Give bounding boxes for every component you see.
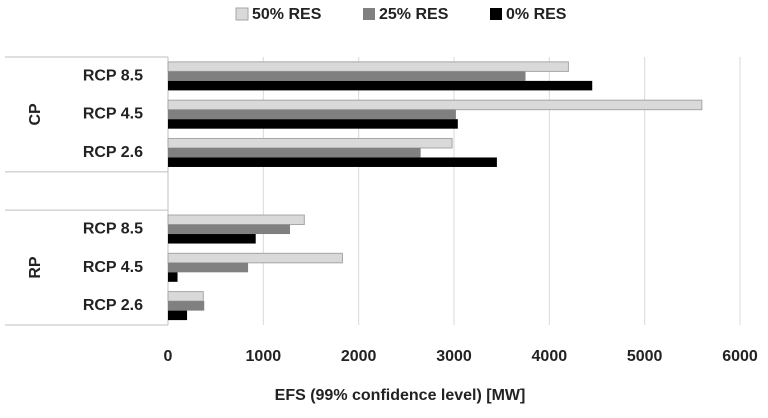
bar (168, 234, 256, 244)
legend-label: 25% RES (379, 6, 449, 23)
x-tick-label: 1000 (246, 348, 282, 365)
x-tick-label: 4000 (532, 348, 568, 365)
legend-swatch (490, 8, 502, 20)
legend-label: 0% RES (506, 6, 567, 23)
y-tick-label: RCP 4.5 (83, 259, 143, 276)
legend-swatch (363, 8, 375, 20)
bar (167, 214, 305, 226)
x-tick-label: 6000 (722, 348, 758, 365)
bar (167, 291, 204, 302)
x-tick-label: 3000 (436, 348, 472, 365)
x-axis-title: EFS (99% confidence level) [MW] (275, 387, 526, 404)
x-tick-label: 2000 (341, 348, 377, 365)
bar (168, 310, 188, 321)
bar (168, 71, 526, 81)
legend-label: 50% RES (252, 6, 322, 23)
y-tick-label: RCP 2.6 (83, 297, 143, 314)
y-tick-label: RCP 8.5 (83, 221, 143, 238)
bar (167, 61, 569, 72)
bar (168, 80, 593, 91)
x-tick-label: 5000 (627, 348, 663, 365)
y-tick-label: RCP 4.5 (83, 106, 143, 123)
bar (167, 252, 343, 264)
bar (168, 301, 205, 311)
bar (168, 272, 178, 282)
bar (168, 157, 497, 167)
group-label: RP (27, 256, 44, 279)
bar (167, 99, 703, 111)
bar (168, 224, 291, 235)
x-tick-label: 0 (164, 348, 173, 365)
y-tick-label: RCP 8.5 (83, 67, 143, 84)
bar (168, 119, 458, 129)
y-tick-label: RCP 2.6 (83, 144, 143, 161)
legend-swatch (235, 7, 249, 21)
bar (168, 147, 421, 158)
group-label: CP (27, 103, 44, 126)
bar (167, 137, 453, 149)
bar (168, 109, 456, 120)
bar (168, 262, 249, 273)
